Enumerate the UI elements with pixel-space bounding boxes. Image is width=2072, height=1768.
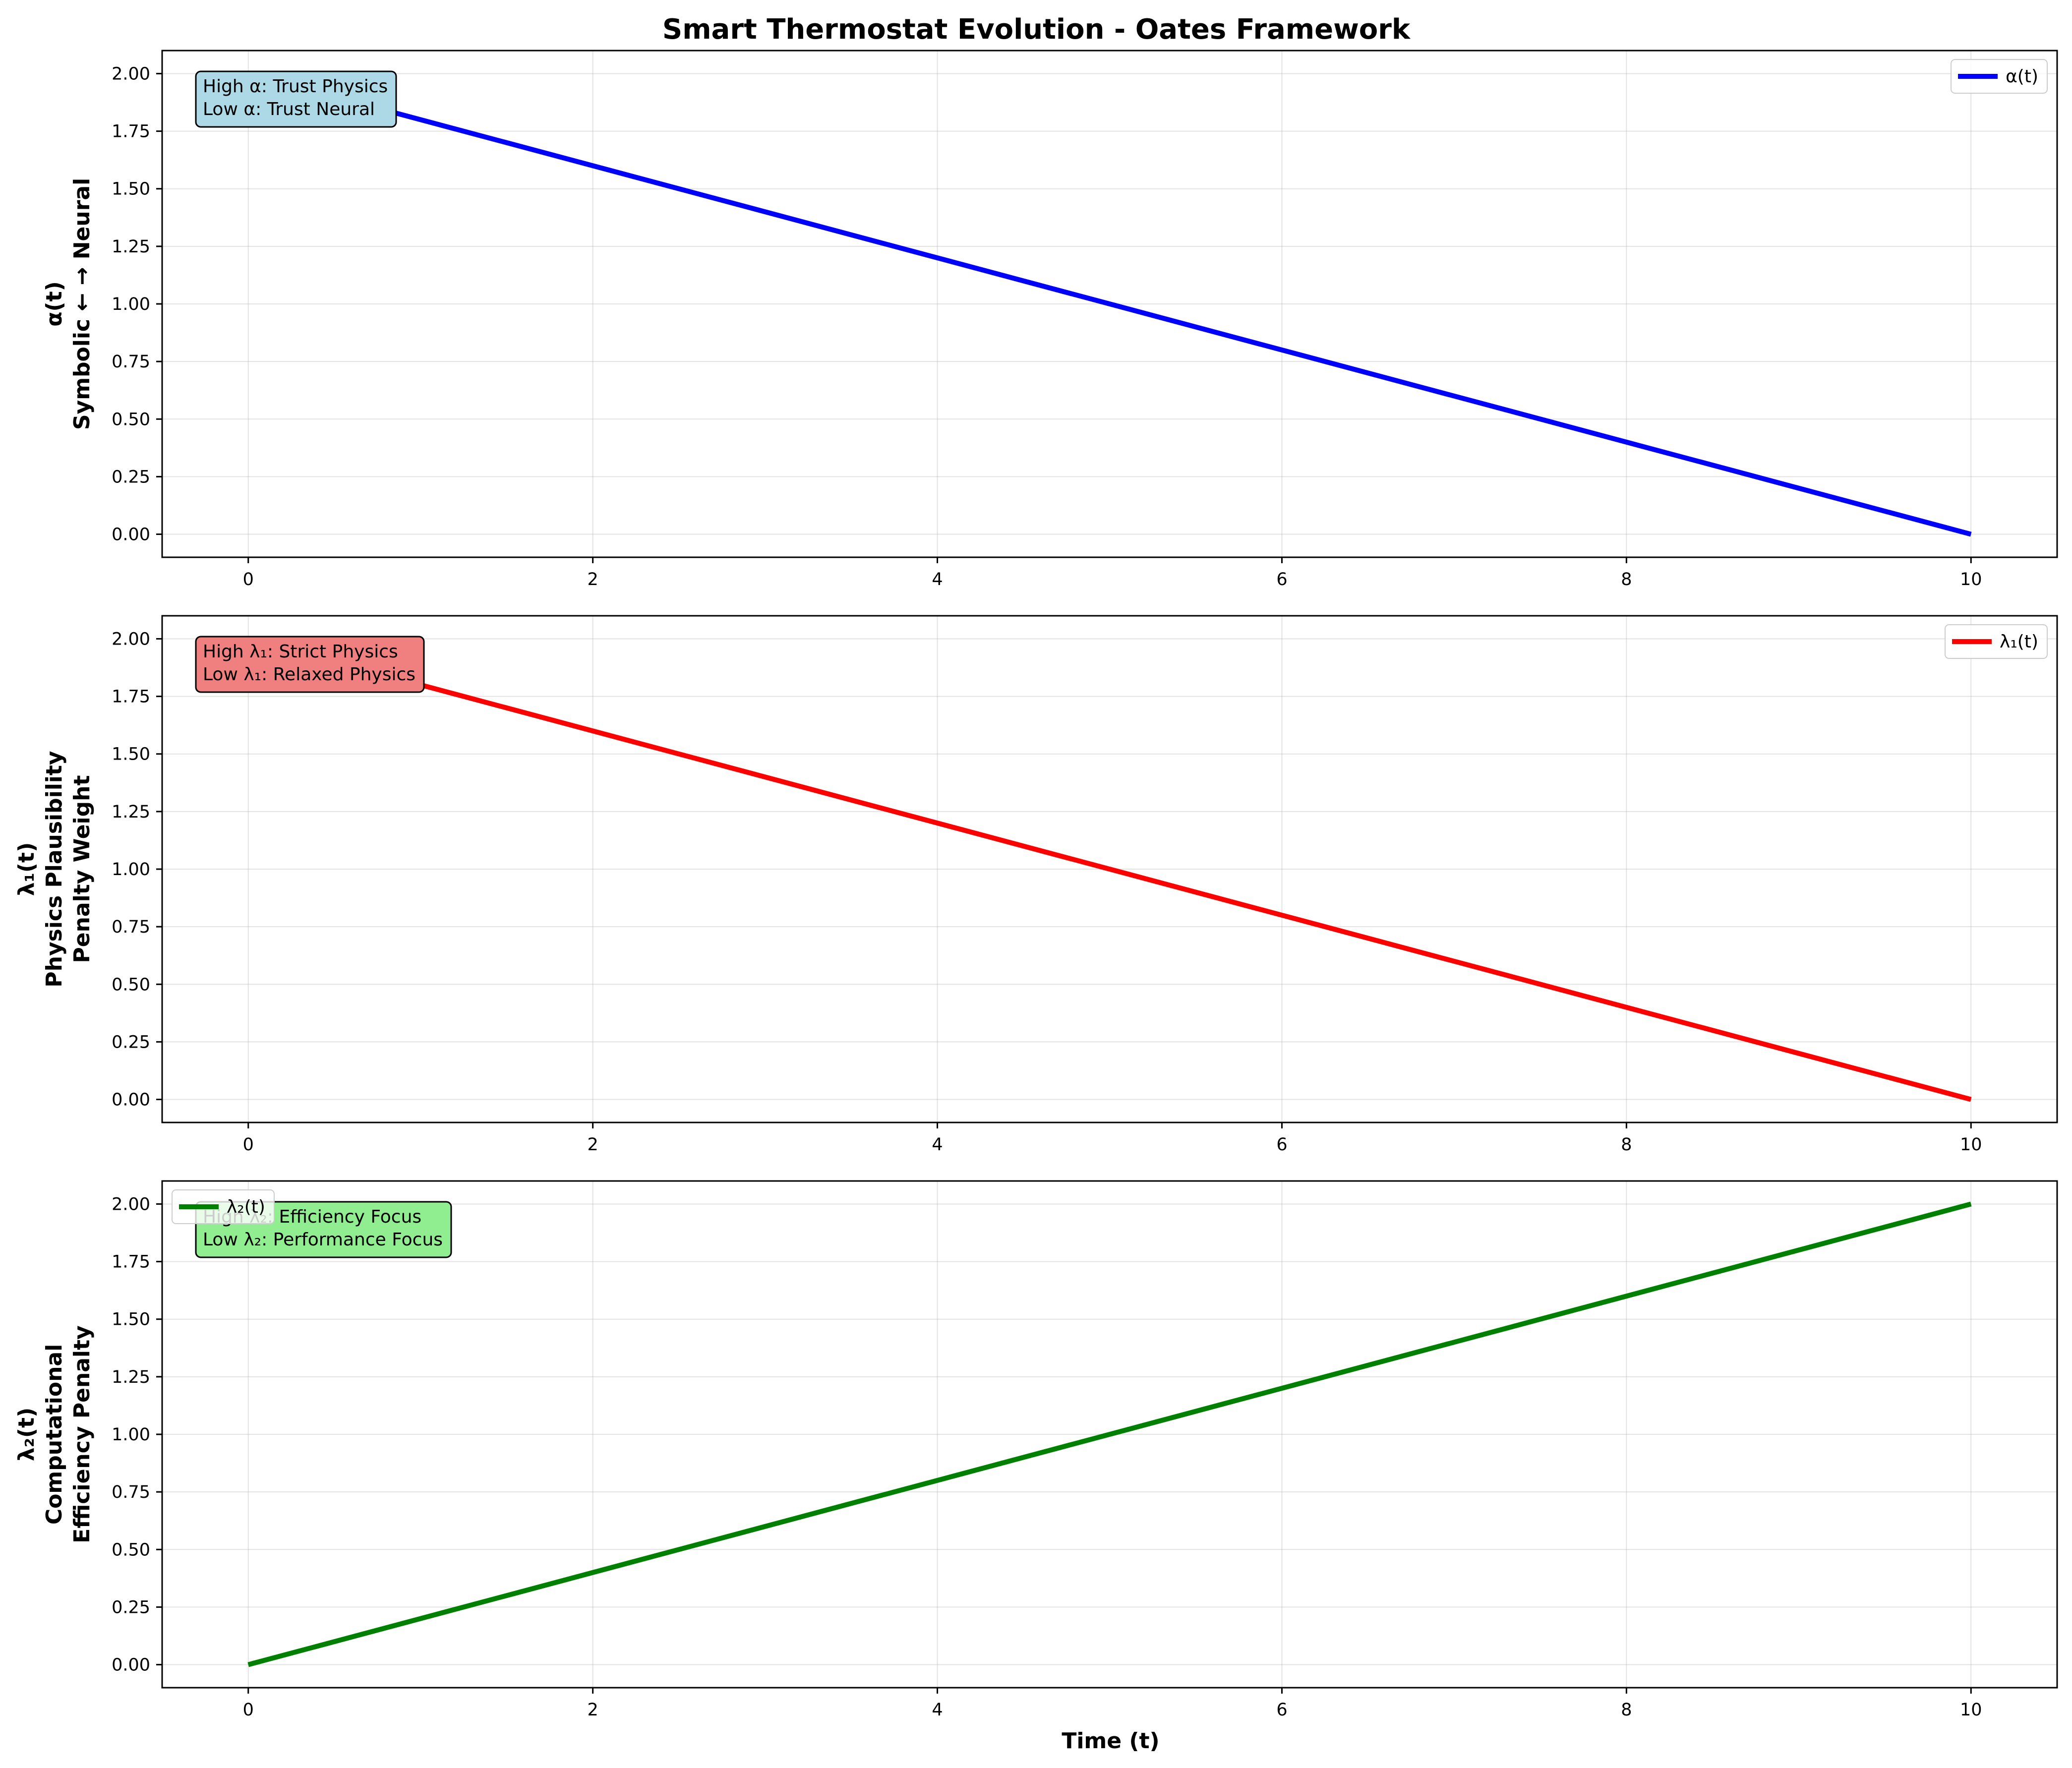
x-axis-label: Time (t) bbox=[1062, 1728, 1159, 1754]
x-tick-label: 10 bbox=[1960, 1135, 1982, 1155]
legend-label: λ₁(t) bbox=[2000, 632, 2038, 652]
y-tick-label: 0.25 bbox=[112, 1597, 150, 1617]
annotation-text: Low λ₁: Relaxed Physics bbox=[203, 664, 415, 685]
legend: λ₂(t) bbox=[172, 1189, 275, 1224]
x-tick-label: 4 bbox=[932, 570, 943, 589]
y-axis-label-line: Physics Plausibility bbox=[42, 751, 67, 987]
y-tick-label: 0.25 bbox=[112, 1032, 150, 1052]
y-tick-label: 0.75 bbox=[112, 1482, 150, 1502]
x-tick-label: 4 bbox=[932, 1135, 943, 1155]
legend-frame bbox=[1951, 59, 2048, 94]
y-tick-label: 1.75 bbox=[112, 122, 150, 142]
annotation-text: Low α: Trust Neural bbox=[203, 99, 375, 119]
y-tick-label: 2.00 bbox=[112, 629, 150, 649]
y-axis-label-line: Symbolic ← → Neural bbox=[69, 178, 95, 430]
y-tick-label: 2.00 bbox=[112, 64, 150, 84]
y-axis-label-line: Penalty Weight bbox=[69, 775, 95, 963]
subplot-2: 0 2 4 6 8 10 0.00 0.25 0.50 0.75 1.00 1.25 1.50 1.75 2… bbox=[14, 615, 2058, 1155]
series-line bbox=[247, 1201, 1972, 1667]
x-tick-label: 6 bbox=[1276, 1135, 1287, 1155]
y-axis-label-line: Computational bbox=[42, 1344, 67, 1525]
y-tick-label: 1.50 bbox=[112, 1310, 150, 1330]
x-tick-label: 6 bbox=[1276, 1700, 1287, 1720]
y-axis-label-line: λ₁(t) bbox=[14, 842, 39, 896]
x-tick-label: 2 bbox=[587, 1700, 598, 1720]
y-tick-label: 0.00 bbox=[112, 1090, 150, 1110]
y-axis-label-line: λ₂(t) bbox=[14, 1408, 39, 1461]
legend-frame bbox=[172, 1189, 275, 1224]
annotation-text: High λ₁: Strict Physics bbox=[203, 642, 398, 662]
subplot-1: 0 2 4 6 8 10 0.00 0.25 0.50 0.75 1.00 1.25 1.50 1.75 2… bbox=[42, 50, 2058, 589]
series-line bbox=[247, 636, 1972, 1102]
y-tick-label: 1.50 bbox=[112, 745, 150, 765]
chart-title: Smart Thermostat Evolution - Oates Frame… bbox=[662, 13, 1411, 46]
y-tick-label: 2.00 bbox=[112, 1194, 150, 1214]
y-tick-label: 0.00 bbox=[112, 525, 150, 545]
y-tick-label: 0.75 bbox=[112, 352, 150, 372]
x-tick-label: 4 bbox=[932, 1700, 943, 1720]
x-tick-label: 6 bbox=[1276, 570, 1287, 589]
x-tick-label: 2 bbox=[587, 1135, 598, 1155]
series-line bbox=[247, 71, 1972, 537]
annotation-background bbox=[195, 70, 397, 128]
y-tick-label: 1.00 bbox=[112, 860, 150, 880]
legend: α(t) bbox=[1951, 59, 2048, 94]
y-tick-label: 1.25 bbox=[112, 1367, 150, 1387]
legend-frame bbox=[1945, 624, 2048, 659]
y-tick-label: 1.50 bbox=[112, 179, 150, 199]
x-tick-label: 8 bbox=[1621, 1700, 1632, 1720]
legend-label: λ₂(t) bbox=[227, 1197, 265, 1217]
y-tick-label: 0.00 bbox=[112, 1655, 150, 1675]
subplots: 0 2 4 6 8 10 0.00 0.25 0.50 0.75 1.00 1.25 1.50 1.75 2… bbox=[14, 50, 2058, 1720]
y-tick-label: 1.75 bbox=[112, 687, 150, 707]
annotation-text: High α: Trust Physics bbox=[203, 76, 388, 97]
y-tick-label: 0.50 bbox=[112, 975, 150, 995]
y-tick-label: 1.00 bbox=[112, 1425, 150, 1445]
annotation-text: Low λ₂: Performance Focus bbox=[203, 1230, 443, 1250]
y-axis-label-line: α(t) bbox=[42, 281, 67, 326]
x-tick-label: 10 bbox=[1960, 1700, 1982, 1720]
y-tick-label: 1.25 bbox=[112, 802, 150, 822]
y-tick-label: 1.00 bbox=[112, 295, 150, 314]
legend-label: α(t) bbox=[2006, 66, 2038, 87]
x-tick-label: 8 bbox=[1621, 1135, 1632, 1155]
legend: λ₁(t) bbox=[1945, 624, 2048, 659]
y-tick-label: 1.75 bbox=[112, 1252, 150, 1272]
y-tick-label: 0.50 bbox=[112, 1540, 150, 1560]
subplot-3: 0 2 4 6 8 10 0.00 0.25 0.50 0.75 1.00 1.25 1.50 1.75 2… bbox=[14, 1180, 2058, 1720]
x-tick-label: 2 bbox=[587, 570, 598, 589]
x-tick-label: 0 bbox=[243, 1700, 254, 1720]
y-tick-label: 0.50 bbox=[112, 410, 150, 429]
x-tick-label: 10 bbox=[1960, 570, 1982, 589]
annotation-background bbox=[195, 636, 425, 693]
y-axis-label-line: Efficiency Penalty bbox=[69, 1325, 95, 1543]
y-tick-label: 0.25 bbox=[112, 467, 150, 487]
x-tick-label: 0 bbox=[243, 570, 254, 589]
y-tick-label: 1.25 bbox=[112, 237, 150, 257]
x-tick-label: 0 bbox=[243, 1135, 254, 1155]
y-tick-label: 0.75 bbox=[112, 917, 150, 937]
x-tick-label: 8 bbox=[1621, 570, 1632, 589]
